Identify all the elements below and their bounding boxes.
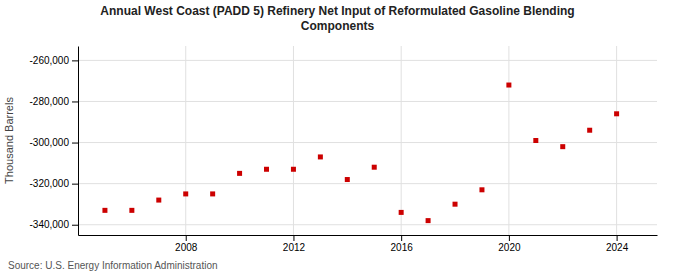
point (318, 154, 323, 159)
x-grid-line (508, 46, 509, 235)
x-tick-label: 2024 (606, 242, 629, 253)
point (426, 218, 431, 223)
point (102, 208, 107, 213)
x-grid-line (616, 46, 617, 235)
y-tick-label: -300,000 (30, 137, 70, 148)
y-tick: -300,000 (30, 137, 78, 148)
point (237, 171, 242, 176)
y-tick: -280,000 (30, 96, 78, 107)
y-tick-label: -260,000 (30, 55, 70, 66)
points (102, 83, 619, 224)
x-tick-label: 2020 (498, 242, 521, 253)
y-grid-line (78, 183, 657, 184)
y-tick-mark (72, 60, 78, 61)
y-tick-mark (72, 184, 78, 185)
point (372, 165, 377, 170)
x-tick-mark (293, 235, 294, 241)
point (533, 138, 538, 143)
y-tick-mark (72, 143, 78, 144)
x-grid-line (185, 46, 186, 235)
chart: 2008 2012 2016 2020 2024 -340,000 -320,000 -300… (0, 0, 675, 275)
y-tick-mark (72, 101, 78, 102)
y-tick: -320,000 (30, 178, 78, 189)
point (129, 208, 134, 213)
x-axis: 2008 2012 2016 2020 2024 (79, 235, 658, 253)
x-grid-line (401, 46, 402, 235)
x-tick-mark (401, 235, 402, 241)
y-tick: -340,000 (30, 219, 78, 230)
y-axis-title: Thousand Barrels (3, 97, 15, 184)
plot-area: 2008 2012 2016 2020 2024 -340,000 -320,000 -300… (30, 46, 658, 253)
x-tick: 2012 (283, 235, 306, 253)
x-tick-mark (509, 235, 510, 241)
y-axis-line (78, 47, 79, 236)
point (399, 210, 404, 215)
point (291, 167, 296, 172)
y-grid-line (78, 224, 657, 225)
x-tick: 2016 (391, 235, 414, 253)
point (587, 128, 592, 133)
point (614, 111, 619, 116)
x-axis-line (79, 235, 658, 236)
point (264, 167, 269, 172)
grid (78, 46, 657, 235)
x-tick-mark (617, 235, 618, 241)
point (183, 191, 188, 196)
x-tick-mark (186, 235, 187, 241)
y-tick: -260,000 (30, 55, 78, 66)
point (210, 191, 215, 196)
point (453, 202, 458, 207)
point (156, 198, 161, 203)
y-axis: -340,000 -320,000 -300,000 -280,000 -260,000 (30, 47, 79, 236)
y-grid-line (78, 60, 657, 61)
title: Annual West Coast (PADD 5) Refinery Net … (100, 4, 574, 33)
y-grid-line (78, 101, 657, 102)
y-tick-label: -340,000 (30, 219, 70, 230)
point (345, 177, 350, 182)
y-tick-label: -280,000 (30, 96, 70, 107)
x-tick: 2008 (175, 235, 198, 253)
x-tick: 2024 (606, 235, 629, 253)
y-grid-line (78, 142, 657, 143)
x-tick-label: 2008 (175, 242, 198, 253)
source-note: Source: U.S. Energy Information Administ… (8, 260, 218, 271)
point (479, 187, 484, 192)
x-grid-line (293, 46, 294, 235)
point (506, 83, 511, 88)
x-tick-label: 2016 (391, 242, 414, 253)
y-tick-mark (72, 225, 78, 226)
chart-container: 2008 2012 2016 2020 2024 -340,000 -320,000 -300… (0, 0, 675, 275)
y-tick-label: -320,000 (30, 178, 70, 189)
x-tick: 2020 (498, 235, 521, 253)
point (560, 144, 565, 149)
x-tick-label: 2012 (283, 242, 306, 253)
